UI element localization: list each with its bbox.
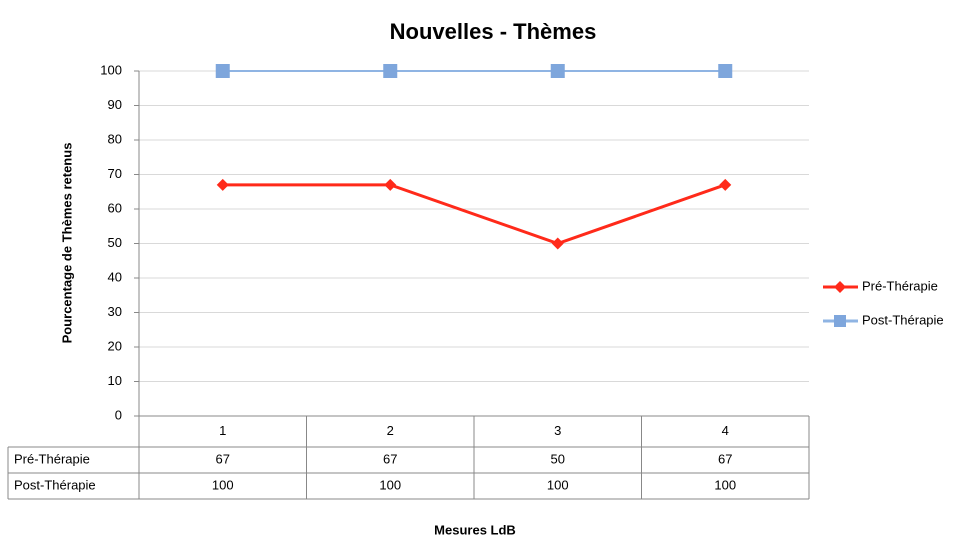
table-cell: 100 xyxy=(212,477,234,492)
y-tick-label: 40 xyxy=(108,269,122,284)
chart-title: Nouvelles - Thèmes xyxy=(390,19,597,44)
x-tick-label: 4 xyxy=(722,423,729,438)
series-line xyxy=(222,183,726,246)
legend-marker xyxy=(834,281,846,293)
legend-marker xyxy=(834,315,846,327)
table-cell: 67 xyxy=(718,451,732,466)
marker xyxy=(550,64,565,78)
y-tick-label: 0 xyxy=(115,407,122,422)
marker xyxy=(384,178,397,191)
y-tick-label: 70 xyxy=(108,166,122,181)
table-cell: 100 xyxy=(547,477,569,492)
x-axis-title: Mesures LdB xyxy=(434,522,516,537)
y-tick-label: 100 xyxy=(100,62,122,77)
y-tick-label: 10 xyxy=(108,373,122,388)
table-cell: 67 xyxy=(216,451,230,466)
y-tick-label: 50 xyxy=(108,235,122,250)
marker xyxy=(551,237,564,250)
marker xyxy=(719,178,732,191)
table-cell: 67 xyxy=(383,451,397,466)
table-cell: 100 xyxy=(379,477,401,492)
x-tick-label: 1 xyxy=(219,423,226,438)
x-tick-label: 2 xyxy=(387,423,394,438)
x-tick-label: 3 xyxy=(554,423,561,438)
table-cell: 50 xyxy=(551,451,565,466)
y-axis-title: Pourcentage de Thèmes retenus xyxy=(59,143,74,344)
marker xyxy=(718,64,733,78)
table-row-header: Post-Thérapie xyxy=(14,477,96,492)
table-row-header: Pré-Thérapie xyxy=(14,451,90,466)
y-tick-label: 60 xyxy=(108,200,122,215)
legend-label: Post-Thérapie xyxy=(862,312,944,327)
legend-label: Pré-Thérapie xyxy=(862,278,938,293)
y-tick-label: 30 xyxy=(108,304,122,319)
marker xyxy=(383,64,398,78)
marker xyxy=(216,178,229,191)
marker xyxy=(215,64,230,78)
y-tick-label: 90 xyxy=(108,97,122,112)
table-cell: 100 xyxy=(714,477,736,492)
y-tick-label: 20 xyxy=(108,338,122,353)
y-tick-label: 80 xyxy=(108,131,122,146)
